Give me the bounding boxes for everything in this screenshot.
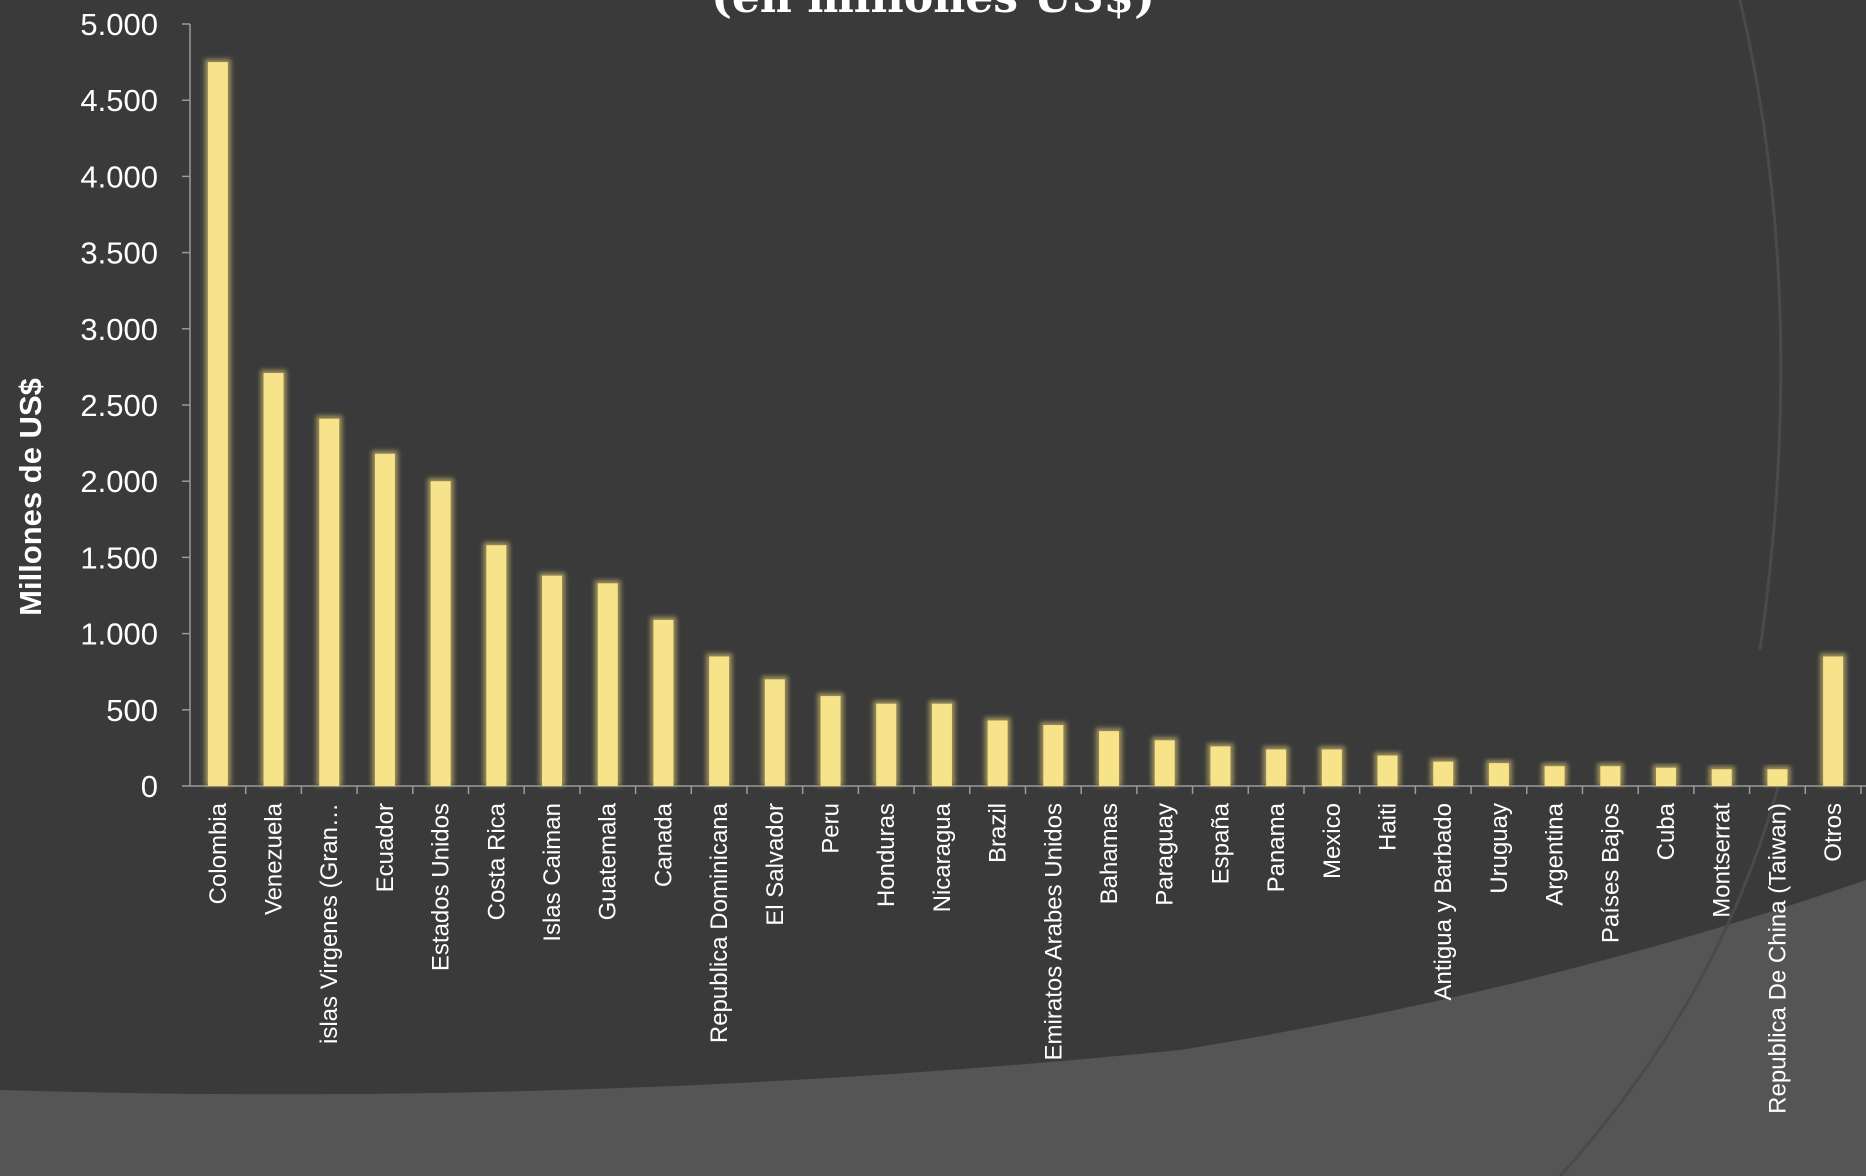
x-tick-label: España — [1207, 802, 1234, 884]
x-tick-label: Montserrat — [1709, 803, 1736, 918]
y-tick-label: 1.500 — [80, 540, 158, 575]
x-tick-label: Cuba — [1653, 802, 1680, 860]
y-tick-label: 500 — [106, 693, 158, 728]
x-tick-label: Guatemala — [595, 802, 622, 920]
bar — [1210, 746, 1231, 786]
x-tick-label: Republica Dominicana — [706, 802, 733, 1043]
bar — [1544, 766, 1565, 786]
x-tick-label: Costa Rica — [483, 802, 510, 920]
x-tick-label: Bahamas — [1096, 803, 1123, 904]
bar — [653, 619, 674, 786]
bar — [1099, 731, 1120, 786]
x-tick-label: Islas Caiman — [539, 803, 566, 942]
bar — [597, 583, 618, 786]
x-tick-label: Mexico — [1319, 803, 1346, 879]
y-tick-label: 5.000 — [80, 7, 158, 42]
bar — [263, 372, 284, 786]
bar — [486, 545, 507, 786]
y-tick-label: 2.000 — [80, 464, 158, 499]
bar — [1600, 766, 1621, 786]
y-tick-label: 3.500 — [80, 236, 158, 271]
x-tick-label: Haiti — [1375, 803, 1402, 851]
plot-area: 0 500 1.000 1.500 2.000 2.500 3.000 3.500 4.000 4… — [80, 7, 1866, 1114]
bar — [931, 703, 952, 786]
x-tick-label: Paraguay — [1152, 803, 1179, 906]
x-tick-label: Otros — [1820, 803, 1847, 862]
bar — [374, 453, 395, 786]
y-axis-label: Millones de US$ — [13, 378, 48, 616]
bar — [820, 696, 841, 786]
bar — [1767, 769, 1788, 786]
bar — [987, 720, 1008, 786]
x-tick-label: Ecuador — [372, 803, 399, 892]
chart-title: (en millones US$) — [711, 0, 1155, 23]
bar — [430, 481, 451, 786]
y-tick-label: 3.000 — [80, 312, 158, 347]
bar — [876, 703, 897, 786]
x-tick-label: Peru — [818, 803, 845, 854]
x-tick-label: Republica De China (Taiwan) — [1764, 803, 1791, 1114]
x-tick-label: Argentina — [1542, 802, 1569, 905]
bar — [1656, 767, 1677, 786]
x-tick-label: Brazil — [985, 803, 1012, 863]
y-tick-label: 4.500 — [80, 83, 158, 118]
x-tick-label: Países Bajos — [1597, 803, 1624, 943]
x-tick-label: Colombia — [205, 802, 232, 904]
bar — [1266, 749, 1287, 786]
bar — [207, 62, 228, 787]
y-tick-label: 0 — [141, 769, 158, 804]
bar — [709, 656, 730, 786]
bar — [1154, 740, 1175, 786]
x-tick-label: Estados Unidos — [428, 803, 455, 971]
bar — [1377, 755, 1398, 786]
bar — [319, 418, 340, 786]
x-tick-label: Nicaragua — [929, 802, 956, 912]
x-tick-label: El Salvador — [762, 803, 789, 926]
bar — [542, 575, 563, 786]
x-tick-label: Canada — [650, 802, 677, 887]
bar — [764, 679, 785, 786]
x-tick-label: Uruguay — [1486, 803, 1513, 894]
bar — [1043, 725, 1064, 786]
bar — [1711, 769, 1732, 786]
bar — [1488, 763, 1509, 786]
bar — [1321, 749, 1342, 786]
bar — [1823, 656, 1844, 786]
x-tick-label: Antigua y Barbado — [1430, 803, 1457, 1000]
x-tick-label: Honduras — [873, 803, 900, 907]
y-tick-label: 1.000 — [80, 617, 158, 652]
bar — [1433, 761, 1454, 786]
x-tick-label: Venezuela — [261, 802, 288, 915]
x-tick-label: islas Virgenes (Gran… — [316, 803, 343, 1044]
x-tick-label: Panama — [1263, 802, 1290, 892]
y-tick-label: 4.000 — [80, 159, 158, 194]
x-tick-label: Emiratos Arabes Unidos — [1040, 803, 1067, 1060]
y-tick-label: 2.500 — [80, 388, 158, 423]
